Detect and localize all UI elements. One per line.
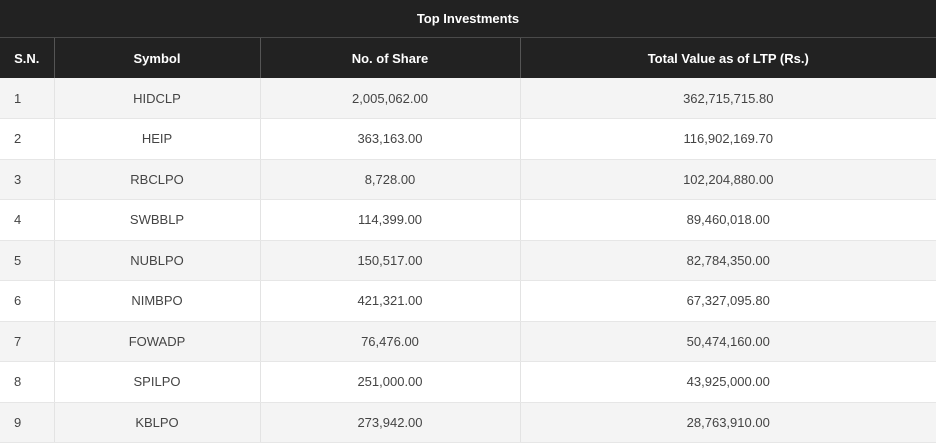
cell-sn: 8 bbox=[0, 361, 55, 403]
cell-sn: 7 bbox=[0, 321, 55, 362]
table-row: 1 HIDCLP 2,005,062.00 362,715,715.80 bbox=[0, 78, 936, 119]
cell-symbol: KBLPO bbox=[54, 402, 261, 443]
cell-symbol: HEIP bbox=[54, 118, 261, 160]
cell-shares: 273,942.00 bbox=[260, 402, 521, 443]
cell-value: 102,204,880.00 bbox=[520, 159, 936, 200]
cell-symbol: FOWADP bbox=[54, 321, 261, 362]
cell-sn: 1 bbox=[0, 78, 55, 119]
cell-symbol: NIMBPO bbox=[54, 280, 261, 322]
table-title: Top Investments bbox=[0, 0, 936, 38]
cell-symbol: SWBBLP bbox=[54, 199, 261, 241]
cell-shares: 8,728.00 bbox=[260, 159, 521, 200]
cell-symbol: NUBLPO bbox=[54, 240, 261, 281]
cell-shares: 251,000.00 bbox=[260, 361, 521, 403]
cell-value: 28,763,910.00 bbox=[520, 402, 936, 443]
cell-value: 82,784,350.00 bbox=[520, 240, 936, 281]
column-header-sn: S.N. bbox=[0, 38, 55, 78]
table-header-row: S.N. Symbol No. of Share Total Value as … bbox=[0, 38, 936, 78]
table-row: 4 SWBBLP 114,399.00 89,460,018.00 bbox=[0, 199, 936, 241]
cell-value: 89,460,018.00 bbox=[520, 199, 936, 241]
cell-shares: 2,005,062.00 bbox=[260, 78, 521, 119]
cell-sn: 2 bbox=[0, 118, 55, 160]
cell-shares: 150,517.00 bbox=[260, 240, 521, 281]
cell-value: 50,474,160.00 bbox=[520, 321, 936, 362]
table-row: 7 FOWADP 76,476.00 50,474,160.00 bbox=[0, 321, 936, 362]
column-header-value: Total Value as of LTP (Rs.) bbox=[520, 38, 936, 78]
table-row: 5 NUBLPO 150,517.00 82,784,350.00 bbox=[0, 240, 936, 281]
cell-symbol: RBCLPO bbox=[54, 159, 261, 200]
column-header-symbol: Symbol bbox=[54, 38, 261, 78]
investments-table: S.N. Symbol No. of Share Total Value as … bbox=[0, 38, 936, 443]
column-header-shares: No. of Share bbox=[260, 38, 521, 78]
cell-value: 67,327,095.80 bbox=[520, 280, 936, 322]
cell-sn: 4 bbox=[0, 199, 55, 241]
table-row: 6 NIMBPO 421,321.00 67,327,095.80 bbox=[0, 280, 936, 322]
cell-value: 362,715,715.80 bbox=[520, 78, 936, 119]
cell-value: 116,902,169.70 bbox=[520, 118, 936, 160]
table-row: 8 SPILPO 251,000.00 43,925,000.00 bbox=[0, 361, 936, 403]
cell-sn: 3 bbox=[0, 159, 55, 200]
cell-sn: 9 bbox=[0, 402, 55, 443]
cell-sn: 6 bbox=[0, 280, 55, 322]
table-row: 3 RBCLPO 8,728.00 102,204,880.00 bbox=[0, 159, 936, 200]
cell-symbol: HIDCLP bbox=[54, 78, 261, 119]
cell-symbol: SPILPO bbox=[54, 361, 261, 403]
cell-shares: 76,476.00 bbox=[260, 321, 521, 362]
table-row: 9 KBLPO 273,942.00 28,763,910.00 bbox=[0, 402, 936, 443]
cell-sn: 5 bbox=[0, 240, 55, 281]
cell-value: 43,925,000.00 bbox=[520, 361, 936, 403]
table-row: 2 HEIP 363,163.00 116,902,169.70 bbox=[0, 118, 936, 160]
cell-shares: 363,163.00 bbox=[260, 118, 521, 160]
cell-shares: 421,321.00 bbox=[260, 280, 521, 322]
cell-shares: 114,399.00 bbox=[260, 199, 521, 241]
